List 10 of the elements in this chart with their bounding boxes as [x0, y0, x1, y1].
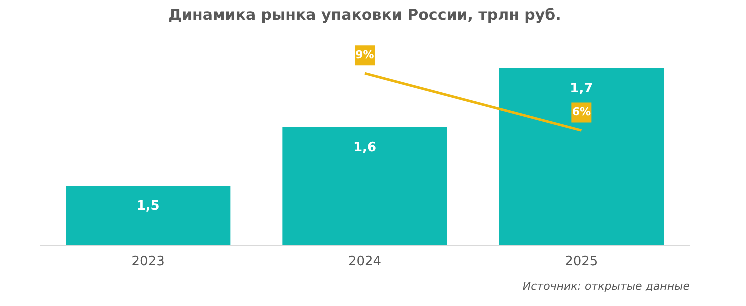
text: Источник: открытые данные: [522, 280, 690, 293]
chart-title: Динамика рынка упаковки России, трлн руб.: [168, 6, 562, 24]
data-label: 6%: [572, 106, 592, 119]
x-tick-label: 2023: [132, 254, 165, 270]
data-label: 1,6: [353, 140, 377, 156]
x-tick-label: 2025: [565, 254, 598, 270]
data-label: 9%: [356, 48, 374, 62]
data-label: 1,5: [136, 199, 160, 214]
x-tick-label: 2024: [348, 254, 382, 270]
data-label: 1,7: [570, 82, 594, 97]
